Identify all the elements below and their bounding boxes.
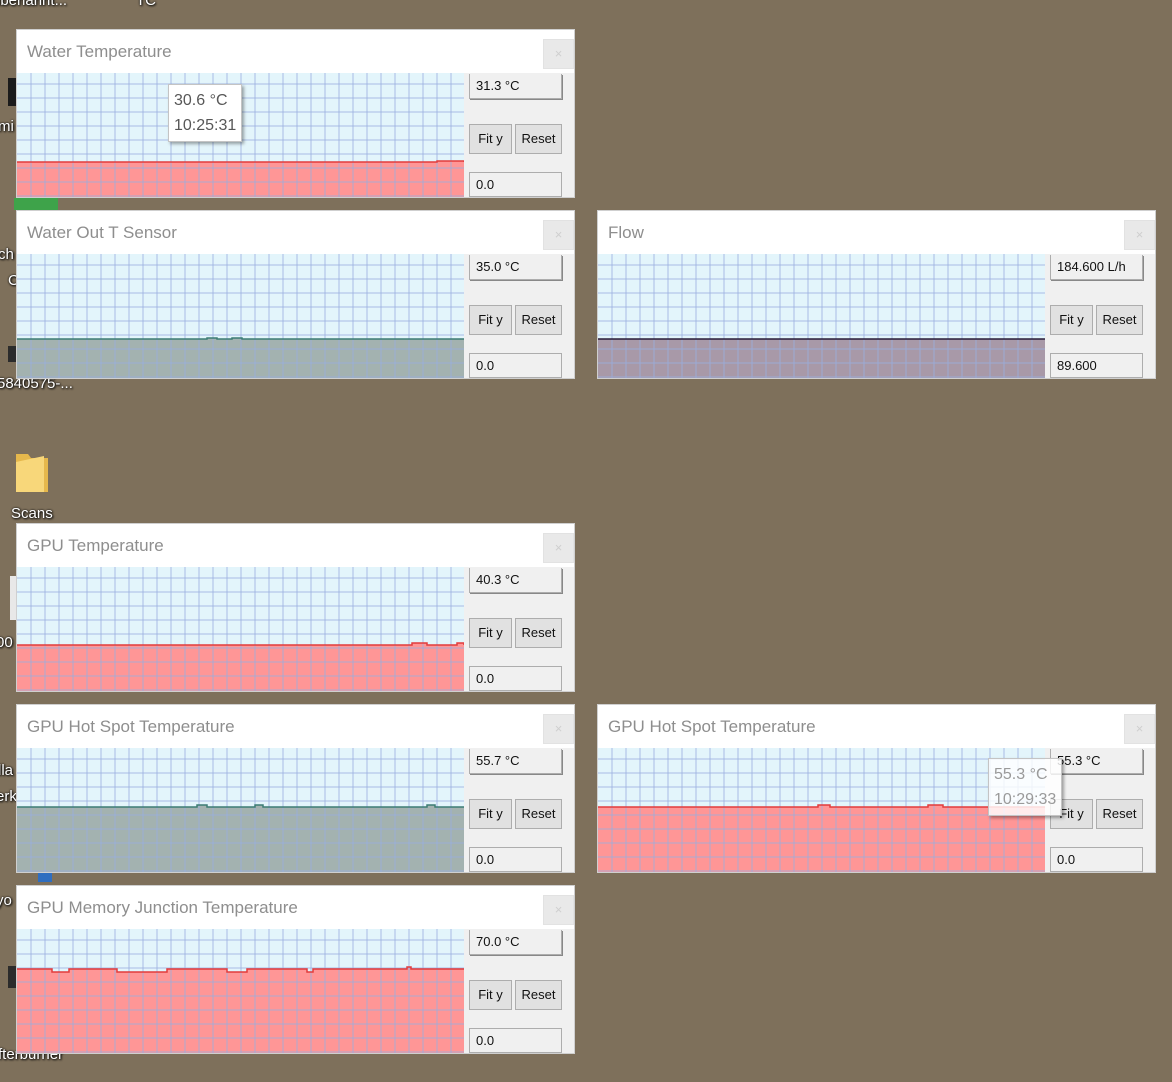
title-bar[interactable]: Water Out T Sensor × <box>17 211 574 254</box>
tooltip-time: 10:29:33 <box>994 791 1057 808</box>
sensor-plot <box>598 748 1045 872</box>
desktop-label-fragment-mi[interactable]: mi <box>0 118 14 135</box>
window-title: Water Out T Sensor <box>27 223 177 242</box>
reset-button[interactable]: Reset <box>1096 305 1143 335</box>
window-title: Water Temperature <box>27 42 172 61</box>
close-button[interactable]: × <box>543 895 574 925</box>
window-title: GPU Temperature <box>27 536 164 555</box>
title-bar[interactable]: Water Temperature × <box>17 30 574 73</box>
app-icon-fragment-dark[interactable] <box>8 966 16 988</box>
graph-window-gpu-hot-spot-temperature[interactable]: GPU Hot Spot Temperature × 55.7 °C Fit y… <box>16 704 575 873</box>
graph-window-flow[interactable]: Flow × 184.600 L/h Fit y Reset 89.600 <box>597 210 1156 379</box>
max-value-field[interactable]: 40.3 °C <box>469 568 562 593</box>
max-value-field[interactable]: 55.7 °C <box>469 749 562 774</box>
reset-button[interactable]: Reset <box>515 799 562 829</box>
graph-window-gpu-memory-junction-temperature[interactable]: GPU Memory Junction Temperature × 70.0 °… <box>16 885 575 1054</box>
fit-y-button[interactable]: Fit y <box>469 305 512 335</box>
series-line <box>17 804 464 808</box>
reset-button[interactable]: Reset <box>515 124 562 154</box>
sensor-plot <box>17 254 464 378</box>
close-button[interactable]: × <box>1124 714 1155 744</box>
min-value-field[interactable]: 0.0 <box>469 847 562 872</box>
reset-button[interactable]: Reset <box>515 980 562 1010</box>
min-value-field[interactable]: 0.0 <box>469 353 562 378</box>
title-bar[interactable]: GPU Temperature × <box>17 524 574 567</box>
desktop-label-fragment-lla[interactable]: lla <box>0 762 14 779</box>
close-button[interactable]: × <box>543 533 574 563</box>
title-bar[interactable]: GPU Hot Spot Temperature × <box>17 705 574 748</box>
max-value-field[interactable]: 55.3 °C <box>1050 749 1143 774</box>
desktop-label-fragment-yo[interactable]: yo <box>0 892 12 909</box>
hover-tooltip: 30.6 °C 10:25:31 <box>168 84 243 142</box>
max-value-field[interactable]: 31.3 °C <box>469 74 562 99</box>
close-button[interactable]: × <box>543 39 574 69</box>
desktop-label-fragment-c[interactable]: C <box>8 272 19 289</box>
series-line <box>17 642 464 646</box>
max-value-field[interactable]: 35.0 °C <box>469 255 562 280</box>
desktop-label-file[interactable]: 5840575-... <box>0 375 73 392</box>
fit-y-button[interactable]: Fit y <box>469 799 512 829</box>
window-title: Flow <box>608 223 644 242</box>
graph-window-gpu-temperature[interactable]: GPU Temperature × 40.3 °C Fit y Reset 0.… <box>16 523 575 692</box>
hover-tooltip-faded: 55.3 °C 10:29:33 <box>988 758 1063 816</box>
desktop-label-top-left[interactable]: ubenannt... <box>0 0 68 9</box>
folder-label-scans[interactable]: Scans <box>11 505 53 522</box>
fit-y-button[interactable]: Fit y <box>469 618 512 648</box>
desktop-label-fragment-erk[interactable]: erk <box>0 788 17 805</box>
graph-window-gpu-hot-spot-temperature-2[interactable]: GPU Hot Spot Temperature × 55.3 °C Fit y… <box>597 704 1156 873</box>
app-icon-fragment-green[interactable] <box>14 198 58 210</box>
fit-y-button[interactable]: Fit y <box>469 124 512 154</box>
graph-window-water-out-t-sensor[interactable]: Water Out T Sensor × 35.0 °C Fit y Reset… <box>16 210 575 379</box>
desktop-label-top-mid[interactable]: TC <box>136 0 156 9</box>
close-button[interactable]: × <box>543 220 574 250</box>
app-icon-fragment[interactable] <box>8 78 16 106</box>
reset-button[interactable]: Reset <box>515 618 562 648</box>
sensor-plot <box>17 567 464 691</box>
title-bar[interactable]: Flow × <box>598 211 1155 254</box>
window-title: GPU Memory Junction Temperature <box>27 898 298 917</box>
max-value-field[interactable]: 184.600 L/h <box>1050 255 1143 280</box>
shortcut-arrow-icon[interactable] <box>38 870 52 882</box>
max-value-field[interactable]: 70.0 °C <box>469 930 562 955</box>
reset-button[interactable]: Reset <box>515 305 562 335</box>
reset-button[interactable]: Reset <box>1096 799 1143 829</box>
min-value-field[interactable]: 0.0 <box>1050 847 1143 872</box>
series-line <box>17 337 464 340</box>
fit-y-button[interactable]: Fit y <box>1050 305 1093 335</box>
tooltip-value: 30.6 °C <box>174 92 228 109</box>
min-value-field[interactable]: 89.600 <box>1050 353 1143 378</box>
desktop-label-fragment-00[interactable]: 00 <box>0 634 13 651</box>
close-button[interactable]: × <box>543 714 574 744</box>
tooltip-value: 55.3 °C <box>994 766 1048 783</box>
desktop-label-fragment-ch[interactable]: ch <box>0 246 14 263</box>
graph-window-water-temperature[interactable]: Water Temperature × 31.3 °C Fit y Reset … <box>16 29 575 198</box>
sensor-plot <box>17 748 464 872</box>
fit-y-button[interactable]: Fit y <box>469 980 512 1010</box>
min-value-field[interactable]: 0.0 <box>469 1028 562 1053</box>
file-icon-fragment[interactable] <box>8 346 16 362</box>
min-value-field[interactable]: 0.0 <box>469 666 562 691</box>
window-title: GPU Hot Spot Temperature <box>27 717 235 736</box>
series-line <box>17 160 464 163</box>
title-bar[interactable]: GPU Memory Junction Temperature × <box>17 886 574 929</box>
file-icon-fragment-white[interactable] <box>10 576 16 620</box>
tooltip-time: 10:25:31 <box>174 117 237 134</box>
window-title: GPU Hot Spot Temperature <box>608 717 816 736</box>
close-button[interactable]: × <box>1124 220 1155 250</box>
min-value-field[interactable]: 0.0 <box>469 172 562 197</box>
sensor-plot <box>598 254 1045 378</box>
title-bar[interactable]: GPU Hot Spot Temperature × <box>598 705 1155 748</box>
series-line <box>17 966 464 973</box>
series-line <box>598 804 1045 808</box>
folder-icon[interactable] <box>14 448 50 494</box>
sensor-plot <box>17 929 464 1053</box>
